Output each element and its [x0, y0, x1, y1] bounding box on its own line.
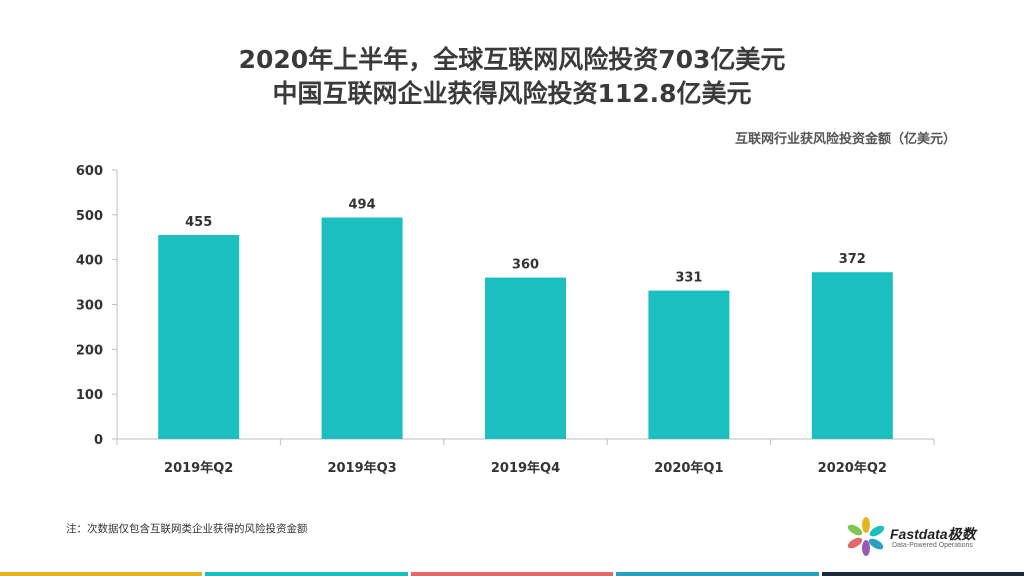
x-tick-label: 2019年Q2	[164, 460, 233, 476]
color-stripe	[0, 572, 203, 576]
color-stripe	[410, 572, 614, 576]
y-tick-label: 200	[76, 343, 103, 358]
data-label: 372	[839, 252, 866, 267]
y-tick-label: 500	[76, 209, 103, 224]
x-tick-label: 2019年Q3	[327, 460, 396, 476]
fastdata-flower-icon	[847, 517, 885, 556]
bar	[648, 290, 730, 439]
data-label: 331	[675, 271, 702, 286]
x-axis: 2019年Q2 2019年Q3 2019年Q4 2020年Q1 2020年Q2	[116, 438, 935, 476]
legend-label: 互联网行业获风险投资金额（亿美元）	[734, 132, 956, 147]
chart-title-line2: 中国互联网企业获得风险投资112.8亿美元	[272, 79, 752, 108]
x-tick-label: 2020年Q2	[818, 460, 887, 476]
color-stripe	[205, 572, 408, 576]
y-tick-label: 0	[94, 433, 103, 448]
data-label: 455	[185, 215, 212, 230]
bar	[321, 217, 403, 439]
y-tick-label: 100	[76, 388, 103, 403]
bottom-color-stripes	[0, 572, 1024, 576]
x-tick-label: 2019年Q4	[491, 460, 560, 476]
color-stripe	[616, 572, 819, 576]
footnote: 注：次数据仅包含互联网类企业获得的风险投资金额	[66, 523, 308, 535]
x-tick-label: 2020年Q1	[654, 460, 723, 476]
bar	[485, 277, 566, 439]
color-stripe	[821, 572, 1024, 576]
brand-name: Fastdata极数	[890, 526, 976, 542]
y-tick-label: 300	[76, 299, 103, 314]
data-label: 360	[512, 258, 539, 273]
bars: 455 494 360 331 372	[158, 198, 893, 439]
y-tick-label: 600	[76, 164, 103, 179]
y-axis: 0 100 200 300 400 500 600	[76, 164, 118, 448]
brand-logo: Fastdata极数 Data-Powered Operations	[846, 516, 996, 560]
data-label: 494	[349, 198, 376, 213]
chart-title-line1: 2020年上半年，全球互联网风险投资703亿美元	[238, 45, 786, 74]
y-tick-label: 400	[76, 254, 103, 269]
bar	[811, 272, 893, 439]
bar	[158, 235, 240, 439]
brand-tagline: Data-Powered Operations	[892, 542, 973, 549]
